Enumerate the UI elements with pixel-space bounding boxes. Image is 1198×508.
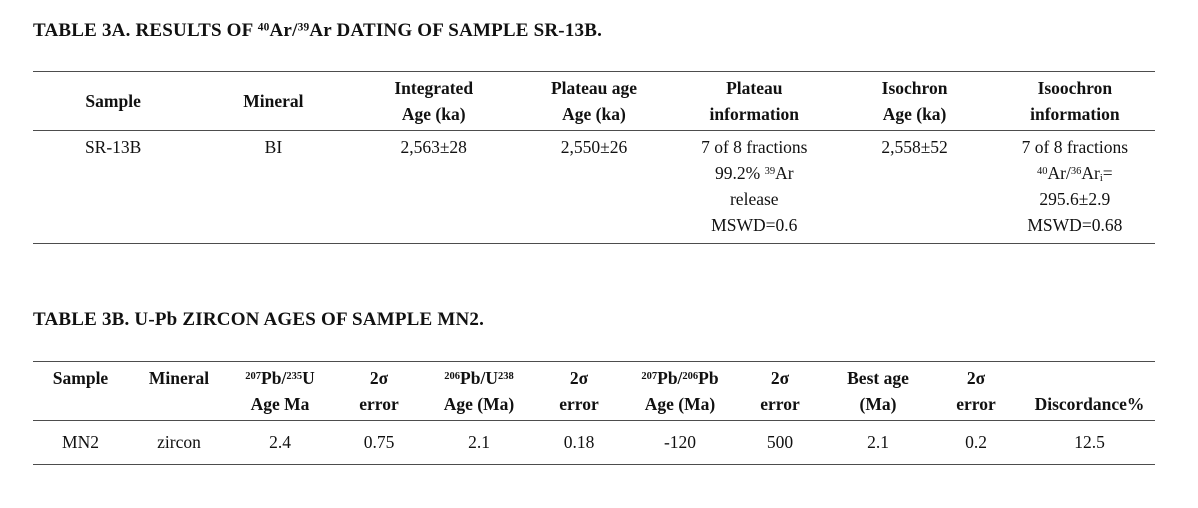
pb206-superscript: 206 [444,370,461,382]
cell-sample: SR-13B [84,137,142,157]
column-header-sample: Sample [52,368,109,388]
ar39-superscript: 39 [297,21,310,34]
table-3b-header-row: Sample Mineral 207Pb/235U Age Ma 2σ erro… [33,362,1155,421]
column-header-sample: Sample [85,91,141,111]
cell-sample: MN2 [62,432,99,452]
column-header-plateau-age: Plateau age Age (ka) [550,78,637,124]
cell-2sigma-error-4: 0.2 [965,432,987,452]
ar36-superscript: 36 [1070,165,1082,177]
table-3a-title-text: TABLE 3A. RESULTS OF [33,20,258,41]
table-row: SR-13B BI 2,563±28 2,550±26 7 of 8 fract… [33,131,1155,243]
column-header-best-age: Best age (Ma) [847,368,909,414]
column-header-plateau-information: Plateau information [709,78,799,124]
ar40-superscript: 40 [1037,165,1048,177]
column-header-mineral: Mineral [148,368,210,388]
column-header-2sigma-error-2: 2σ error [559,368,599,414]
column-header-pb207-pb206-age: 207Pb/206Pb Age (Ma) [641,368,719,414]
column-header-isoochron-information: Isoochron information [1030,78,1120,124]
column-header-integrated-age: Integrated Age (ka) [394,78,474,124]
cell-plateau-information: 7 of 8 fractions 99.2% 39Ar release MSWD… [701,137,808,235]
column-header-isochron-age: Isochron Age (ka) [881,78,948,124]
column-header-pb206-u238-age: 206Pb/U238 Age (Ma) [443,368,515,414]
cell-2sigma-error-1: 0.75 [363,432,395,452]
cell-2sigma-error-3: 500 [766,432,794,452]
u238-superscript: 238 [497,370,514,382]
cell-pb206-u238-age: 2.1 [468,432,490,452]
ar40-superscript: 40 [257,21,270,34]
column-header-2sigma-error-3: 2σ error [760,368,800,414]
table-3b: Sample Mineral 207Pb/235U Age Ma 2σ erro… [33,361,1155,465]
cell-pb207-u235-age: 2.4 [269,432,291,452]
table-3b-title: TABLE 3B. U-Pb ZIRCON AGES OF SAMPLE MN2… [33,309,485,330]
cell-mineral: zircon [157,432,201,452]
i-subscript: i [1099,173,1103,185]
cell-integrated-age: 2,563±28 [400,137,467,157]
cell-discordance: 12.5 [1074,432,1105,452]
cell-isochron-age: 2,558±52 [881,137,948,157]
cell-mineral: BI [264,137,283,157]
column-header-discordance: Discordance% [1034,394,1145,414]
table-3a-header-row: Sample Mineral Integrated Age (ka) Plate… [33,72,1155,131]
table-row: MN2 zircon 2.4 0.75 2.1 0.18 -120 500 2.… [33,421,1155,464]
column-header-mineral: Mineral [243,91,304,111]
cell-best-age: 2.1 [867,432,889,452]
cell-plateau-age: 2,550±26 [560,137,628,157]
pb206-superscript: 206 [682,370,699,382]
pb207-superscript: 207 [245,370,262,382]
cell-2sigma-error-2: 0.18 [563,432,595,452]
u235-superscript: 235 [286,370,303,382]
table-3a: Sample Mineral Integrated Age (ka) Plate… [33,71,1155,244]
column-header-2sigma-error-4: 2σ error [956,368,996,414]
cell-pb207-pb206-age: -120 [663,432,697,452]
table-3a-title: TABLE 3A. RESULTS OF 40Ar/39Ar DATING OF… [33,20,603,41]
column-header-2sigma-error-1: 2σ error [359,368,399,414]
ar39-superscript: 39 [764,165,776,177]
pb207-superscript: 207 [641,370,658,382]
column-header-pb207-u235-age: 207Pb/235U Age Ma [245,368,315,414]
cell-isoochron-information: 7 of 8 fractions 40Ar/36Ari= 295.6±2.9 M… [1021,137,1129,235]
